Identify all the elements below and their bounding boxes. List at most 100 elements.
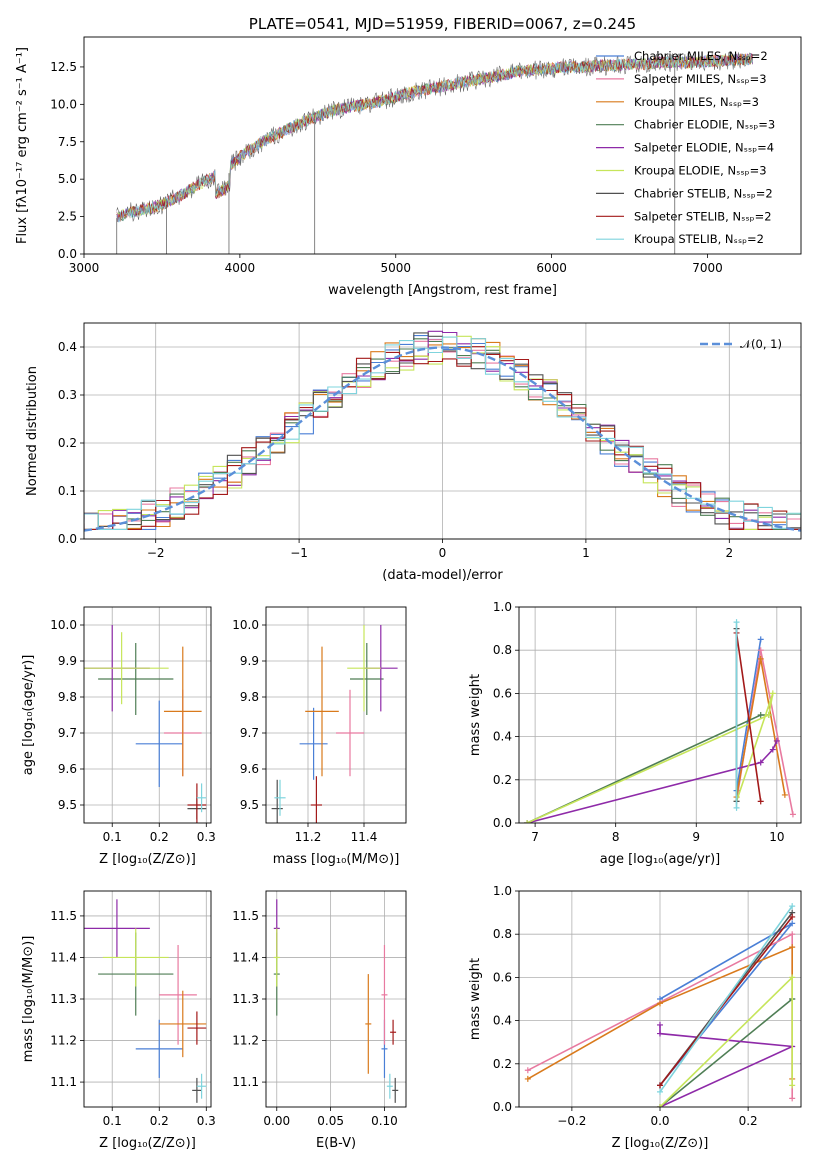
legend-entry: Kroupa MILES, Nₛₛₚ=3: [634, 95, 759, 109]
x-tick-label: −1: [290, 546, 308, 560]
y-tick-label: 9.5: [240, 798, 259, 812]
y-tick-label: 0.2: [58, 436, 77, 450]
y-tick-label: 11.2: [50, 1034, 77, 1048]
x-tick-label: −0.2: [557, 1114, 586, 1128]
y-tick-label: 0.3: [58, 388, 77, 402]
y-tick-label: 9.6: [58, 762, 77, 776]
mass-weight-marker: [757, 798, 764, 805]
plot-area: [266, 607, 406, 823]
y-tick-label: 11.1: [50, 1075, 77, 1089]
legend-entry: Salpeter MILES, Nₛₛₚ=3: [634, 72, 767, 86]
legend: Chabrier MILES, Nₛₛₚ=2 Salpeter MILES, Nₛ…: [596, 49, 775, 246]
mass-weight-marker: [781, 791, 788, 798]
x-tick-label: 11.4: [351, 830, 378, 844]
errorbar-point: [390, 1019, 397, 1045]
clipped-layer: [524, 903, 796, 1107]
y-tick-label: 0.8: [493, 643, 512, 657]
axes-frame: [265, 606, 407, 824]
y-tick-label: 0.2: [493, 1057, 512, 1071]
y-tick-label: 10.0: [232, 618, 259, 632]
mass-weight-marker: [789, 1082, 796, 1089]
mass-weight-marker: [789, 903, 796, 910]
mass-weight-marker: [769, 690, 776, 697]
clipped-layer: [273, 899, 399, 1103]
axes-frame: [83, 36, 802, 255]
plot-area: [84, 607, 211, 823]
x-tick-label: 0.0: [650, 1114, 669, 1128]
mass-weight-vs-age-panel: 7 8 9 10 0.0 0.2 0.4 0.6 0.8 1.0 age [log₁₀(age/yr…: [468, 600, 802, 867]
y-tick-label: 11.1: [232, 1075, 259, 1089]
errorbar-point: [135, 700, 183, 787]
residual-histogram-panel: −2 −1 0 1 2 0.0 0.1 0.2 0.3 0.4 (data-model)/error…: [25, 322, 802, 583]
y-tick-label: 11.4: [50, 950, 77, 964]
y-tick-label: 11.4: [232, 950, 259, 964]
mass-weight-marker: [789, 931, 796, 938]
mass-weight-marker: [789, 920, 796, 927]
y-tick-label: 0.0: [493, 1100, 512, 1114]
errorbar-point: [159, 990, 207, 1058]
y-tick-label: 0.0: [58, 532, 77, 546]
mass-weight-marker: [524, 1075, 531, 1082]
mass-weight-marker: [789, 974, 796, 981]
errorbar-point: [305, 646, 339, 777]
legend-entry: Salpeter ELODIE, Nₛₛₚ=4: [634, 141, 774, 155]
mass-weight-marker: [657, 1030, 663, 1037]
age-vs-mass-panel: 11.2 11.4 9.5 9.6 9.7 9.8 9.9 10.0 mass [log₁₀(M…: [232, 606, 407, 867]
errorbar-point: [192, 1077, 202, 1103]
y-tick-label: 0.4: [58, 340, 77, 354]
y-tick-label: 5.0: [58, 172, 77, 186]
mass-weight-marker: [657, 1000, 663, 1007]
mass-weight-marker: [757, 712, 764, 718]
y-tick-label: 0.6: [493, 686, 512, 700]
clipped-layer: [84, 330, 801, 532]
mass-weight-line: [526, 693, 774, 823]
clipped-layer: [84, 625, 207, 823]
y-tick-label: 12.5: [50, 60, 77, 74]
x-tick-label: 0.2: [150, 830, 169, 844]
x-tick-label: 8: [612, 830, 620, 844]
x-tick-label: 0.10: [371, 1114, 398, 1128]
mass-weight-marker: [773, 737, 780, 744]
x-tick-label: 0.2: [150, 1114, 169, 1128]
y-axis-label: Flux [fλ10⁻¹⁷ erg cm⁻² s⁻¹ A⁻¹]: [15, 47, 30, 244]
y-tick-label: 2.5: [58, 210, 77, 224]
mass-weight-marker: [789, 944, 796, 951]
y-tick-label: 9.7: [240, 726, 259, 740]
mass-weight-line: [735, 632, 762, 802]
x-axis-label: mass [log₁₀(M/M⊙)]: [273, 852, 400, 867]
y-tick-label: 9.8: [58, 690, 77, 704]
y-tick-label: 0.6: [493, 970, 512, 984]
x-tick-label: 9: [692, 830, 700, 844]
x-axis-label: E(B-V): [316, 1136, 356, 1151]
axes-frame: [265, 890, 407, 1108]
y-tick-label: 11.5: [50, 909, 77, 923]
y-axis-label: mass weight: [468, 958, 483, 1040]
errorbar-point: [196, 783, 207, 813]
axes-frame: [83, 322, 802, 540]
mass-weight-marker: [789, 811, 796, 818]
axes-frame: [518, 606, 802, 824]
y-tick-label: 0.0: [58, 247, 77, 261]
errorbar-point: [381, 945, 388, 1045]
histogram-series: [84, 336, 801, 530]
y-tick-label: 11.2: [232, 1034, 259, 1048]
mass-vs-metallicity-panel: 0.1 0.2 0.3 11.1 11.2 11.3 11.4 11.5 Z [log₁₀(Z/…: [21, 890, 216, 1151]
age-vs-metallicity-panel: 0.1 0.2 0.3 9.5 9.6 9.7 9.8 9.9 10.0 Z [log₁₀(Z/Z…: [21, 606, 216, 867]
spectrum-panel: 3000 4000 5000 6000 7000 0.0 2.5 5.0 7.5 10.0 12.5…: [15, 15, 802, 298]
legend-entry: Chabrier MILES, Nₛₛₚ=2: [634, 49, 768, 63]
clipped-layer: [84, 899, 207, 1103]
x-tick-label: 0.05: [317, 1114, 344, 1128]
mass-weight-marker: [657, 1088, 663, 1095]
mass-weight-marker: [757, 759, 764, 766]
x-tick-label: 4000: [225, 261, 256, 275]
mass-weight-marker: [789, 1095, 796, 1102]
legend-entry: Chabrier ELODIE, Nₛₛₚ=3: [634, 118, 775, 132]
x-tick-label: 11.2: [295, 830, 322, 844]
mass-weight-line: [659, 1024, 796, 1107]
y-tick-label: 11.3: [50, 992, 77, 1006]
mass-weight-marker: [524, 1067, 531, 1074]
x-tick-label: 7: [531, 830, 539, 844]
errorbar-point: [84, 632, 169, 705]
mass-weight-marker: [757, 647, 764, 654]
